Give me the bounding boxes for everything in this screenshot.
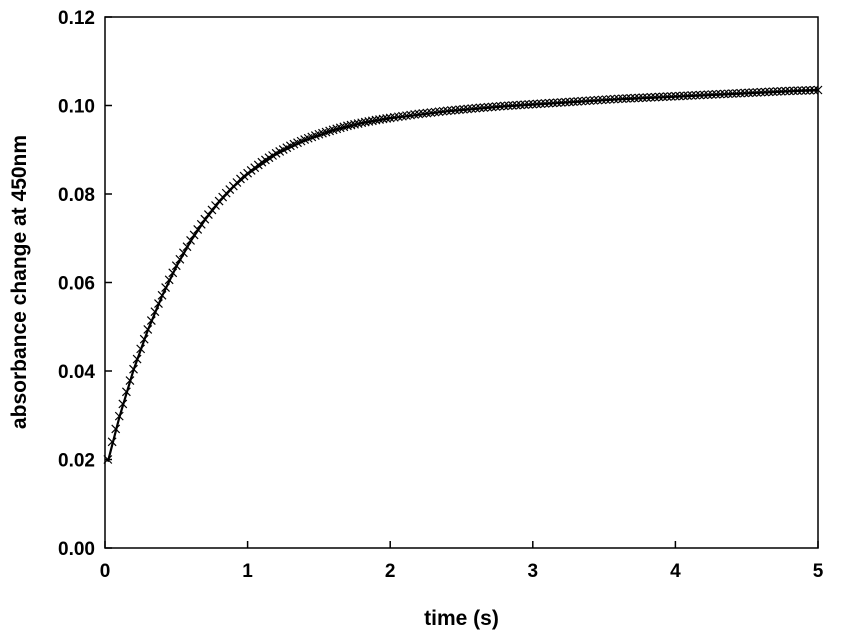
series-layer	[103, 85, 823, 464]
y-axis: 0.00 0.02 0.04 0.06 0.08 0.10 0.12	[58, 8, 112, 560]
x-tick-label: 3	[528, 561, 539, 582]
x-tick-label: 0	[100, 561, 111, 582]
y-tick-label: 0.04	[58, 362, 95, 383]
y-axis-title: absorbance change at 450nm	[8, 135, 31, 429]
x-tick-label: 1	[242, 561, 253, 582]
fit-line	[106, 88, 819, 462]
x-tick-label: 2	[385, 561, 396, 582]
y-tick-label: 0.02	[58, 451, 95, 472]
y-tick-label: 0.12	[58, 8, 95, 29]
y-tick-label: 0.10	[58, 97, 95, 118]
plot-area-frame	[104, 16, 819, 549]
y-tick-label: 0.08	[58, 185, 95, 206]
x-tick-label: 5	[813, 561, 824, 582]
y-tick-label: 0.06	[58, 274, 95, 295]
y-tick-label: 0.00	[58, 539, 95, 560]
x-axis: 0 1 2 3 4 5	[100, 541, 824, 582]
x-axis-title: time (s)	[424, 607, 499, 630]
x-tick-label: 4	[670, 561, 681, 582]
